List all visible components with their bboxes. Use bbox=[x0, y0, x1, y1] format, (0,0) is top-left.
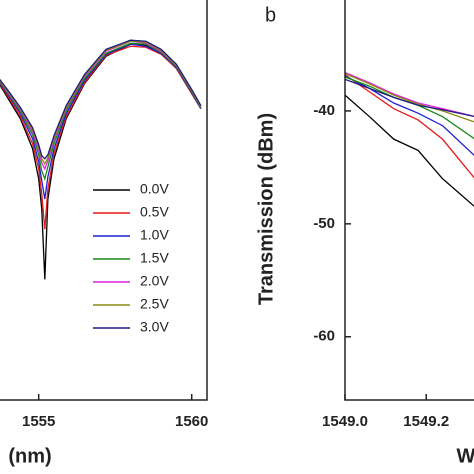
legend-label: 1.0V bbox=[140, 227, 169, 243]
x-tick-label: 1549.0 bbox=[322, 413, 368, 430]
plot-frame bbox=[344, 0, 474, 401]
y-tick-label: -40 bbox=[313, 102, 335, 119]
legend-label: 0.5V bbox=[140, 204, 169, 220]
series-line bbox=[345, 94, 474, 207]
plot-area bbox=[0, 39, 202, 280]
series-line bbox=[345, 74, 474, 179]
x-tick-label: 1549.2 bbox=[403, 413, 449, 430]
y-axis-label: Transmission (dBm) bbox=[255, 113, 277, 305]
x-tick-label: 1555 bbox=[22, 413, 55, 430]
x-axis-label: W bbox=[457, 445, 474, 467]
series-line bbox=[0, 43, 202, 200]
y-tick-label: -50 bbox=[313, 215, 335, 232]
y-tick-label: -60 bbox=[313, 328, 335, 345]
series-line bbox=[0, 39, 202, 160]
legend-label: 3.0V bbox=[140, 319, 169, 335]
legend-label: 0.0V bbox=[140, 181, 169, 197]
legend-label: 1.5V bbox=[140, 250, 169, 266]
legend-label: 2.5V bbox=[140, 296, 169, 312]
series-line bbox=[0, 42, 202, 182]
series-line bbox=[345, 78, 474, 118]
x-tick-label: 1560 bbox=[175, 413, 208, 430]
panel-label: b bbox=[265, 4, 276, 26]
plot-frame bbox=[0, 0, 208, 401]
legend-label: 2.0V bbox=[140, 273, 169, 289]
series-line bbox=[0, 45, 202, 230]
series-line bbox=[345, 73, 474, 123]
series-line bbox=[0, 40, 202, 166]
plot-area bbox=[345, 71, 474, 207]
x-axis-label: (nm) bbox=[8, 445, 51, 467]
series-line bbox=[345, 71, 474, 117]
